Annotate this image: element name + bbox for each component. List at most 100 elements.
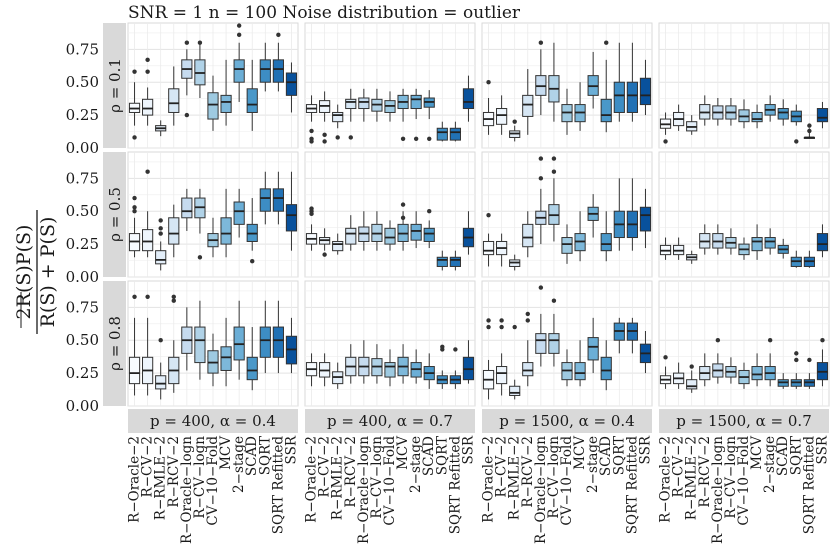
- box-6: [371, 211, 383, 251]
- outlier-point: [715, 338, 721, 343]
- column-strips: p = 400, α = 0.4 p = 400, α = 0.7 p = 1500…: [128, 409, 829, 433]
- x-category-label: MCV: [749, 436, 765, 470]
- outlier-point: [794, 351, 799, 356]
- outlier-point: [309, 206, 314, 211]
- box-iqr: [600, 98, 612, 123]
- outlier-point: [145, 69, 150, 74]
- box-8: [220, 188, 232, 258]
- x-category-label: SQRT Refitted: [270, 436, 286, 535]
- outlier-point: [499, 318, 504, 323]
- box-4: [522, 69, 534, 135]
- box-11: [613, 317, 625, 354]
- box-5: [535, 156, 547, 245]
- box-iqr: [272, 188, 284, 212]
- x-category-label: R−Oracle−logn: [533, 436, 549, 544]
- box-9: [233, 188, 245, 238]
- y-tick-label: 0.50: [66, 202, 99, 220]
- box-iqr: [535, 333, 547, 354]
- box-3: [686, 250, 698, 264]
- box-1: [482, 212, 495, 267]
- box-12: [272, 171, 284, 225]
- box-9: [233, 300, 245, 380]
- box-10: [246, 198, 258, 264]
- box-13: [816, 224, 829, 258]
- x-category-label: MCV: [572, 436, 588, 470]
- box-13: [816, 338, 829, 387]
- box-iqr: [259, 326, 271, 358]
- y-tick-label: 0.25: [66, 106, 99, 124]
- outlier-point: [551, 156, 557, 161]
- box-13: [462, 340, 475, 384]
- box-12: [449, 121, 461, 142]
- box-9: [410, 211, 422, 249]
- panel-r2-c3: [481, 151, 653, 278]
- box-1: [128, 294, 141, 396]
- box-10: [777, 99, 789, 126]
- y-tick-label: 0.25: [66, 235, 99, 253]
- box-3: [509, 254, 521, 271]
- box-3: [155, 338, 167, 400]
- box-11: [259, 171, 271, 225]
- col-strip-bg: [482, 409, 652, 433]
- box-2: [319, 91, 331, 144]
- outlier-point: [538, 156, 544, 161]
- box-5: [358, 211, 370, 251]
- box-4: [168, 66, 180, 126]
- box-2: [496, 233, 508, 267]
- outlier-point: [197, 255, 203, 260]
- box-2: [319, 353, 331, 387]
- x-category-label: SQRT: [788, 436, 804, 475]
- box-iqr: [246, 88, 258, 113]
- y-tick-label: 0.50: [66, 73, 99, 91]
- x-category-label: MCV: [395, 436, 411, 470]
- outlier-point: [538, 285, 544, 290]
- outlier-point: [132, 209, 137, 214]
- box-iqr: [587, 337, 599, 361]
- outlier-point: [486, 212, 491, 218]
- box-iqr: [220, 94, 232, 113]
- box-10: [246, 327, 258, 391]
- box-iqr: [449, 256, 461, 267]
- box-10: [423, 353, 435, 389]
- box-iqr: [639, 77, 652, 106]
- row-strip-label: ρ = 0.5: [106, 187, 124, 242]
- box-iqr: [168, 88, 180, 113]
- x-category-label: SQRT Refitted: [447, 436, 463, 535]
- x-category-label: 2−stage: [585, 436, 601, 493]
- box-iqr: [332, 111, 344, 123]
- box-iqr: [423, 227, 435, 242]
- box-6: [371, 88, 383, 122]
- box-iqr: [128, 356, 141, 385]
- x-category-label: R−CV−logn: [192, 436, 208, 519]
- box-iqr: [384, 362, 396, 378]
- outlier-point: [322, 252, 327, 257]
- chart-title: SNR = 1 n = 100 Noise distribution = out…: [128, 3, 521, 23]
- box-3: [509, 324, 521, 400]
- box-7: [384, 349, 396, 387]
- col-strip-label: p = 1500, α = 0.4: [499, 412, 635, 430]
- box-iqr: [509, 385, 521, 396]
- box-11: [790, 250, 802, 268]
- outlier-point: [322, 139, 327, 144]
- box-7: [207, 333, 219, 387]
- box-5: [358, 88, 370, 122]
- outlier-point: [276, 32, 281, 38]
- box-iqr: [142, 229, 154, 252]
- box-10: [600, 211, 612, 262]
- box-iqr: [285, 204, 298, 232]
- outlier-point: [132, 294, 137, 299]
- outlier-point: [132, 69, 137, 74]
- box-iqr: [181, 197, 193, 219]
- box-iqr: [272, 326, 284, 358]
- box-4: [345, 344, 357, 384]
- x-category-label: R−RMLE−2: [684, 436, 700, 520]
- box-10: [600, 340, 612, 391]
- box-7: [738, 237, 750, 260]
- box-7: [384, 220, 396, 251]
- x-category-label: R−RCV−2: [166, 436, 182, 508]
- box-8: [397, 344, 409, 384]
- box-12: [803, 250, 815, 268]
- box-8: [397, 88, 409, 141]
- panel-r2-c2: [304, 151, 476, 278]
- outlier-point: [807, 357, 812, 363]
